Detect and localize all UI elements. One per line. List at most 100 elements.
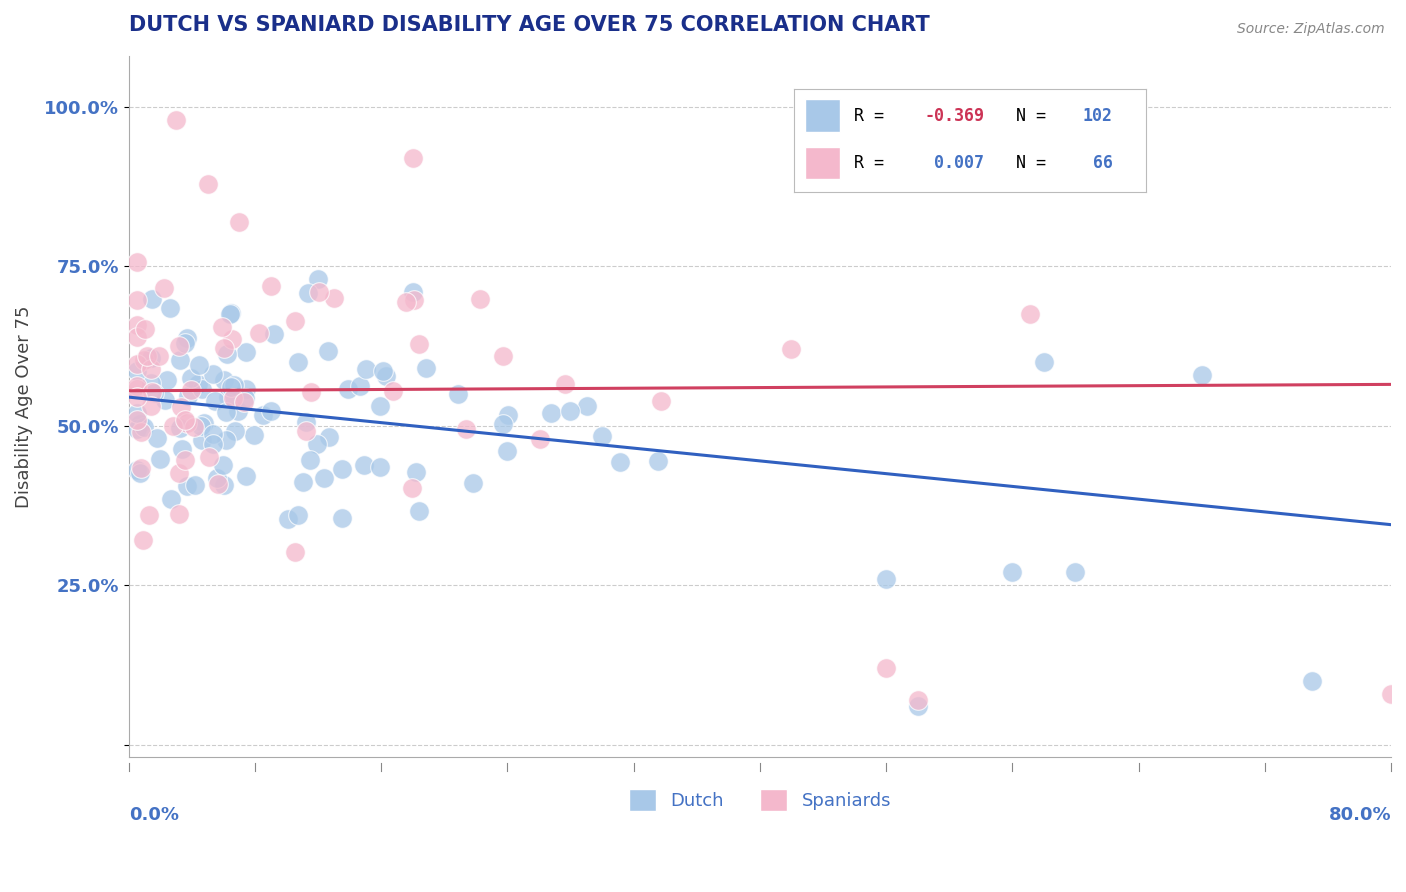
Point xyxy=(211,458,233,472)
Point xyxy=(408,504,430,518)
Point xyxy=(191,382,214,396)
Point xyxy=(146,431,169,445)
Point xyxy=(226,404,249,418)
Point xyxy=(305,437,328,451)
Point xyxy=(468,292,491,306)
Point xyxy=(138,508,160,522)
Point xyxy=(204,394,226,409)
Point xyxy=(165,112,187,127)
Point xyxy=(211,320,233,334)
Point xyxy=(174,453,197,467)
Point xyxy=(176,331,198,345)
Point xyxy=(125,390,148,404)
Point xyxy=(170,400,193,414)
Point xyxy=(316,344,339,359)
Point xyxy=(312,470,335,484)
Point xyxy=(125,357,148,371)
Point xyxy=(295,415,318,429)
Text: 102: 102 xyxy=(1083,107,1112,125)
Point xyxy=(235,469,257,483)
Point xyxy=(148,349,170,363)
Point xyxy=(132,420,155,434)
Text: R =: R = xyxy=(853,154,894,172)
Point xyxy=(228,215,250,229)
Point xyxy=(207,477,229,491)
Point xyxy=(134,353,156,368)
Point xyxy=(307,272,329,286)
Point xyxy=(353,458,375,472)
Point xyxy=(169,353,191,368)
Point xyxy=(139,351,162,366)
Point xyxy=(381,384,404,398)
Point xyxy=(132,533,155,547)
Point xyxy=(323,291,346,305)
Point xyxy=(491,417,513,431)
Point xyxy=(215,347,238,361)
Point xyxy=(125,364,148,378)
Point xyxy=(496,408,519,422)
Point xyxy=(125,318,148,332)
Point xyxy=(415,361,437,376)
Point xyxy=(368,399,391,413)
Point xyxy=(142,386,165,401)
Point xyxy=(180,383,202,397)
Point xyxy=(299,384,322,399)
Point xyxy=(263,327,285,342)
Point xyxy=(308,285,330,299)
Point xyxy=(356,362,378,376)
Point xyxy=(235,344,257,359)
Point xyxy=(496,444,519,458)
Point xyxy=(260,278,283,293)
Point xyxy=(1379,687,1402,701)
Point xyxy=(129,466,152,480)
Point xyxy=(609,454,631,468)
Text: Source: ZipAtlas.com: Source: ZipAtlas.com xyxy=(1237,22,1385,37)
Point xyxy=(401,481,423,495)
FancyBboxPatch shape xyxy=(804,146,839,179)
Point xyxy=(167,508,190,522)
Point xyxy=(149,451,172,466)
Text: N =: N = xyxy=(1015,154,1056,172)
Point xyxy=(153,392,176,407)
Point xyxy=(125,330,148,344)
Point xyxy=(218,307,240,321)
Point xyxy=(201,426,224,441)
Text: 0.007: 0.007 xyxy=(925,154,984,172)
Point xyxy=(128,417,150,431)
Point xyxy=(554,377,576,392)
Point xyxy=(127,406,149,420)
Point xyxy=(1301,673,1323,688)
Point xyxy=(217,390,239,404)
Point xyxy=(591,429,613,443)
Point xyxy=(235,392,257,406)
Point xyxy=(125,255,148,269)
Point xyxy=(1191,368,1213,382)
Point xyxy=(907,699,929,714)
Point xyxy=(332,462,354,476)
Point xyxy=(187,358,209,372)
Point xyxy=(1064,566,1087,580)
Point xyxy=(183,419,205,434)
Point xyxy=(222,391,245,405)
Point xyxy=(287,355,309,369)
Point xyxy=(160,491,183,506)
Point xyxy=(875,661,897,675)
Point xyxy=(294,424,316,438)
Point xyxy=(167,466,190,480)
Point xyxy=(180,370,202,384)
Point xyxy=(284,544,307,558)
Point xyxy=(129,425,152,439)
Point xyxy=(162,418,184,433)
Point xyxy=(125,422,148,436)
Point xyxy=(1001,566,1024,580)
Point xyxy=(235,382,257,396)
Point xyxy=(402,293,425,307)
Point xyxy=(560,404,582,418)
Point xyxy=(205,471,228,485)
Point xyxy=(540,407,562,421)
Point xyxy=(252,408,274,422)
Point xyxy=(529,433,551,447)
Point xyxy=(224,424,246,438)
Point xyxy=(219,306,242,320)
Point xyxy=(190,418,212,433)
